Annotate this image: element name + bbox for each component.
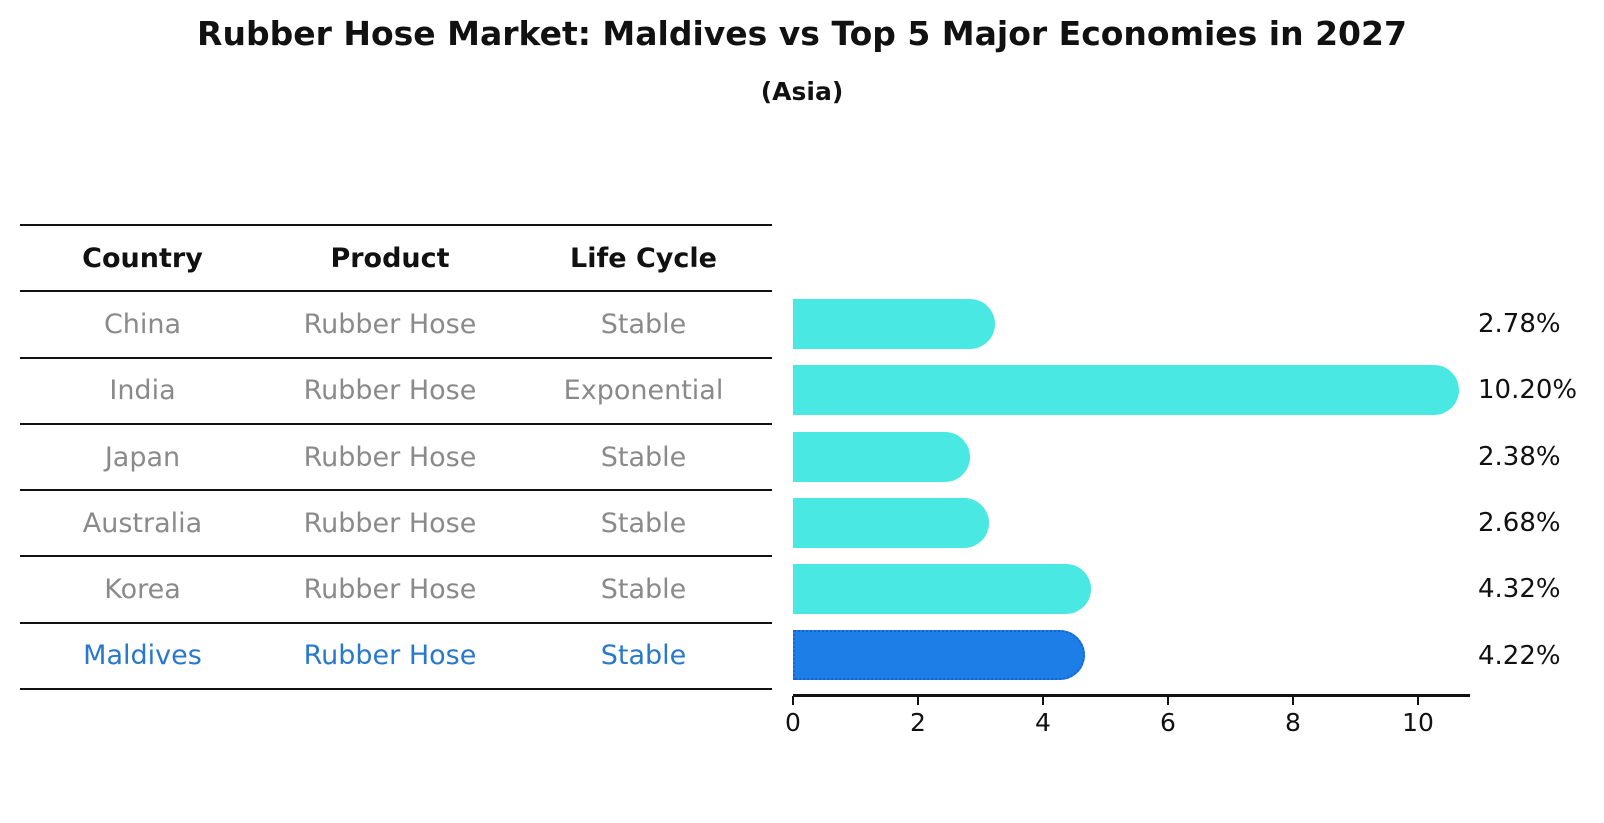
- bar-value-label: 10.20%: [1478, 375, 1578, 406]
- bar-row: 2.38%: [793, 424, 1604, 490]
- x-axis-tick-label: 8: [1285, 708, 1301, 737]
- bar-value-label: 2.38%: [1478, 441, 1561, 472]
- table-cell-product: Rubber Hose: [303, 640, 477, 672]
- table-row: Japan Rubber Hose Stable: [20, 425, 772, 492]
- table-row: China Rubber Hose Stable: [20, 292, 772, 359]
- bar-row: 4.32%: [793, 556, 1604, 622]
- bar: [793, 564, 1091, 615]
- bar: [793, 497, 989, 548]
- table-cell-life-cycle: Stable: [600, 640, 687, 672]
- table-cell-product: Rubber Hose: [303, 308, 477, 340]
- x-axis-line: [793, 694, 1470, 697]
- table-row: India Rubber Hose Exponential: [20, 359, 772, 425]
- x-axis-tick: [1166, 696, 1170, 705]
- table-cell-product: Rubber Hose: [303, 507, 477, 539]
- table-header-cell: Country: [82, 242, 203, 274]
- bar: [793, 431, 970, 482]
- x-axis-tick: [916, 696, 920, 705]
- chart-subtitle: (Asia): [760, 77, 844, 106]
- table-cell-country: Australia: [82, 507, 203, 539]
- x-axis-tick-label: 10: [1402, 708, 1434, 737]
- bar-row: 10.20%: [793, 357, 1604, 423]
- x-axis-tick-label: 4: [1035, 708, 1051, 737]
- x-axis-tick: [1416, 696, 1420, 705]
- bar: [793, 299, 995, 349]
- table-header-cell: Product: [330, 242, 450, 274]
- bar-value-label: 2.78%: [1478, 309, 1561, 340]
- table-cell-product: Rubber Hose: [303, 441, 477, 473]
- table-row: Korea Rubber Hose Stable: [20, 557, 772, 624]
- table-row: Australia Rubber Hose Stable: [20, 491, 772, 558]
- comparison-table: Country Product Life Cycle China Rubber Hose…: [20, 224, 772, 691]
- bar-value-label: 2.68%: [1478, 508, 1561, 539]
- x-axis-tick: [791, 696, 795, 705]
- table-cell-life-cycle: Stable: [600, 308, 687, 340]
- table-cell-country: Korea: [104, 574, 181, 606]
- bar: [793, 365, 1459, 416]
- table-cell-country: India: [109, 375, 176, 407]
- bar-value-label: 4.32%: [1478, 574, 1561, 605]
- chart-title: Rubber Hose Market: Maldives vs Top 5 Ma…: [197, 14, 1407, 53]
- bar-row: 2.78%: [793, 291, 1604, 357]
- bar-chart: 2.78% 10.20% 2.38% 2.68% 4.32% 4.22%: [793, 291, 1604, 689]
- bar-value-label: 4.22%: [1478, 640, 1561, 671]
- x-axis-tick-label: 2: [910, 708, 926, 737]
- table-row: Maldives Rubber Hose Stable: [20, 624, 772, 691]
- table-cell-country: China: [103, 308, 182, 340]
- table-cell-life-cycle: Exponential: [563, 375, 724, 407]
- x-axis-tick-label: 0: [785, 708, 801, 737]
- table-cell-product: Rubber Hose: [303, 375, 477, 407]
- table-cell-life-cycle: Stable: [600, 441, 687, 473]
- x-axis-tick-label: 6: [1160, 708, 1176, 737]
- bar-maldives-highlighted: [793, 630, 1085, 681]
- x-axis-tick: [1041, 696, 1045, 705]
- table-cell-product: Rubber Hose: [303, 574, 477, 606]
- table-cell-life-cycle: Stable: [600, 507, 687, 539]
- table-header-cell: Life Cycle: [570, 242, 717, 274]
- table-cell-life-cycle: Stable: [600, 574, 687, 606]
- x-axis-tick: [1291, 696, 1295, 705]
- bar-row: 4.22%: [793, 622, 1604, 688]
- table-cell-country: Japan: [104, 441, 181, 473]
- table-cell-country: Maldives: [83, 640, 202, 672]
- bar-row: 2.68%: [793, 490, 1604, 556]
- table-header-row: Country Product Life Cycle: [20, 226, 772, 293]
